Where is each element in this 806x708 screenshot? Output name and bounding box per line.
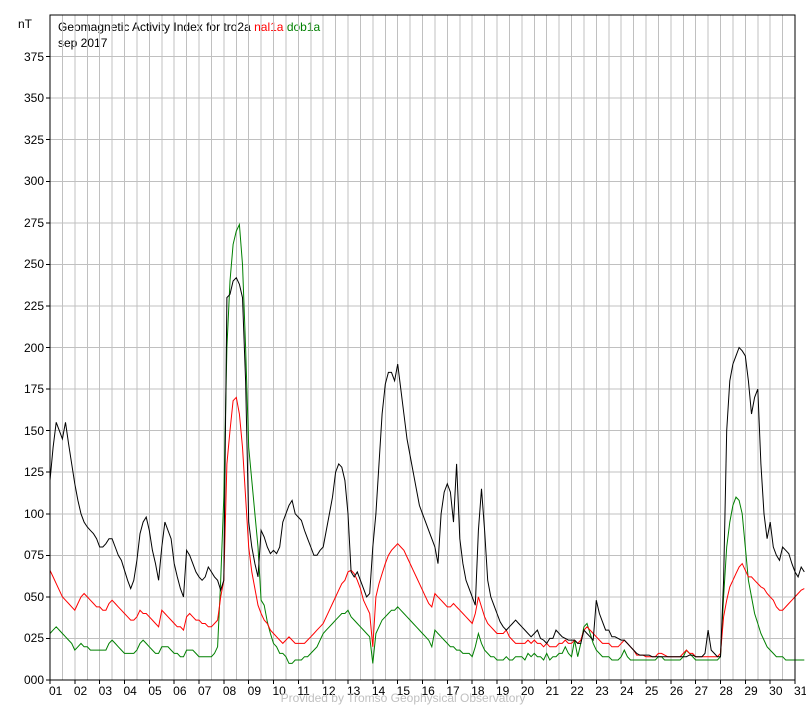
y-tick: 250 [0,257,44,271]
y-tick: 075 [0,548,44,562]
y-tick: 100 [0,507,44,521]
y-tick: 300 [0,174,44,188]
y-tick: 175 [0,382,44,396]
y-tick: 350 [0,91,44,105]
y-tick: 200 [0,341,44,355]
y-tick: 025 [0,631,44,645]
y-tick: 150 [0,424,44,438]
chart-frame: nT Geomagnetic Activity Index for tro2a … [0,0,806,708]
chart-plot [0,0,806,708]
footer-credit: Provided by Tromso Geophysical Observato… [0,691,806,705]
y-tick: 325 [0,133,44,147]
y-tick: 050 [0,590,44,604]
y-tick: 275 [0,216,44,230]
y-tick: 225 [0,299,44,313]
y-tick: 125 [0,465,44,479]
y-tick: 000 [0,673,44,687]
y-tick: 375 [0,50,44,64]
